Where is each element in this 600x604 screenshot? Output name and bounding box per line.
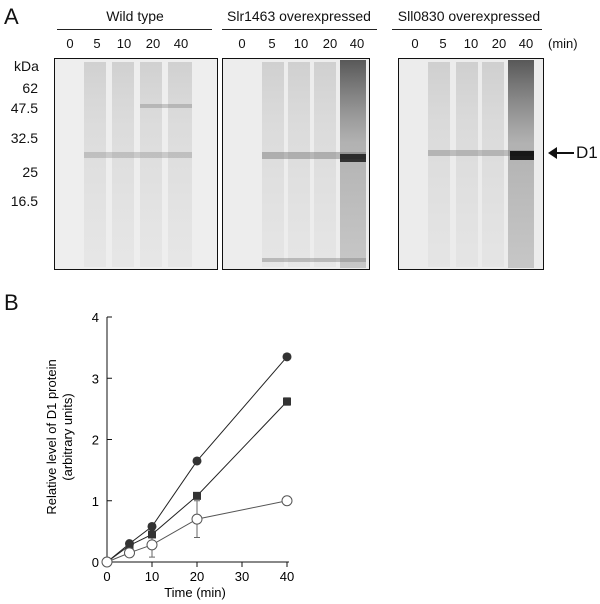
arrow-left-icon	[548, 147, 574, 159]
data-point-square	[148, 530, 156, 539]
lane-label: 40	[173, 36, 189, 51]
data-point-filled-circle	[147, 521, 157, 531]
x-tick-label: 40	[280, 569, 294, 584]
marker-32-5: 32.5	[10, 130, 38, 146]
x-tick-label: 0	[103, 569, 110, 584]
data-point-filled-circle	[192, 456, 202, 466]
kda-label: kDa	[14, 58, 39, 74]
lane-label: 5	[439, 36, 447, 51]
lane-label: 0	[238, 36, 246, 51]
lane-label: 10	[293, 36, 309, 51]
panel-b-letter: B	[4, 290, 19, 315]
lane-unit-label: (min)	[548, 36, 578, 51]
group-label-slr1463: Slr1463 overexpressed	[227, 8, 371, 24]
lane-label: 5	[268, 36, 276, 51]
lane-label: 10	[116, 36, 132, 51]
lane-label: 0	[66, 36, 74, 51]
y-tick-label: 0	[92, 555, 99, 570]
y-tick-label: 4	[92, 310, 99, 325]
lane-label: 10	[463, 36, 479, 51]
lane-label: 40	[349, 36, 365, 51]
marker-47-5: 47.5	[10, 100, 38, 116]
x-axis-label: Time (min)	[164, 585, 226, 600]
y-axis-label-line1: Relative level of D1 protein	[44, 359, 59, 514]
group-underline-sll0830	[392, 29, 542, 30]
data-point-square	[283, 397, 291, 406]
data-point-open-circle	[101, 556, 113, 568]
marker-16-5: 16.5	[10, 193, 38, 209]
y-tick-label: 3	[92, 371, 99, 386]
data-point-open-circle	[146, 539, 158, 551]
marker-62: 62	[22, 80, 38, 96]
y-tick-label: 2	[92, 433, 99, 448]
data-point-filled-circle	[282, 352, 292, 362]
data-point-square	[193, 491, 201, 500]
y-axis-label-line2: (arbitrary units)	[60, 393, 75, 480]
gel-slr1463	[222, 58, 370, 270]
group-underline-slr1463	[222, 29, 377, 30]
x-tick-label: 10	[145, 569, 159, 584]
lane-label: 40	[518, 36, 534, 51]
y-tick-label: 1	[92, 494, 99, 509]
band-label-d1: D1	[576, 143, 598, 162]
data-point-open-circle	[191, 513, 203, 525]
group-underline-wild-type	[57, 29, 212, 30]
lane-label: 20	[491, 36, 507, 51]
gel-sll0830	[398, 58, 544, 270]
data-point-square	[125, 541, 134, 550]
lane-label: 0	[411, 36, 419, 51]
lane-label: 20	[145, 36, 161, 51]
x-tick-label: 30	[235, 569, 249, 584]
lane-label: 5	[93, 36, 101, 51]
group-label-wild-type: Wild type	[106, 8, 164, 24]
marker-25: 25	[22, 164, 38, 180]
data-point-open-circle	[124, 547, 135, 559]
group-label-sll0830: Sll0830 overexpressed	[397, 8, 541, 24]
data-point-open-circle	[281, 495, 293, 507]
x-tick-label: 20	[190, 569, 204, 584]
lane-label: 20	[322, 36, 338, 51]
gel-wild-type	[54, 58, 218, 270]
panel-a-letter: A	[4, 4, 19, 29]
